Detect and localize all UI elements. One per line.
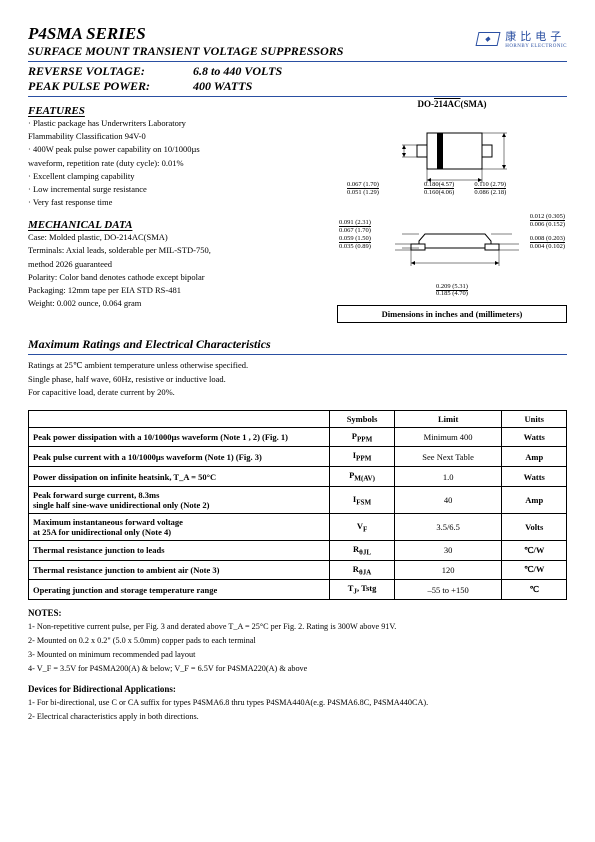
device-item: 2- Electrical characteristics apply in b…: [28, 710, 567, 724]
feature-item: Excellent clamping capability: [28, 170, 298, 183]
unit-cell: Watts: [502, 427, 567, 447]
features-heading: FEATURES: [28, 105, 298, 117]
symbol-cell: IFSM: [330, 486, 395, 513]
unit-cell: Volts: [502, 513, 567, 540]
dim-text: 0.006 (0.152): [530, 221, 565, 228]
brand-name-cn: 康比电子: [505, 28, 567, 44]
dim-text: 0.185 (4.70): [436, 290, 468, 297]
col-units: Units: [502, 410, 567, 427]
unit-cell: ℃/W: [502, 560, 567, 580]
peak-power-label: PEAK PULSE POWER:: [28, 79, 193, 94]
dim-text: 0.012 (0.305): [530, 213, 565, 221]
dim-text: 0.059 (1.50): [339, 235, 371, 243]
dim-text: 0.008 (0.203): [530, 235, 565, 243]
dim-text: 0.067 (1.70): [339, 227, 371, 234]
limit-cell: See Next Table: [394, 447, 502, 467]
limit-cell: 120: [394, 560, 502, 580]
peak-power-value: 400 WATTS: [193, 79, 252, 94]
mechanical-line: Terminals: Axial leads, solderable per M…: [28, 244, 298, 257]
brand-logo: ◆ 康比电子 HORNBY ELECTRONIC: [477, 28, 567, 49]
dim-text: 0.004 (0.102): [530, 243, 565, 250]
feature-item: 400W peak pulse power capability on 10/1…: [28, 143, 298, 156]
logo-mark: ◆: [476, 32, 501, 46]
ratings-note: Single phase, half wave, 60Hz, resistive…: [28, 373, 567, 387]
feature-item: Plastic package has Underwriters Laborat…: [28, 117, 298, 130]
symbol-cell: RθJA: [330, 560, 395, 580]
dim-text: 0.180(4.57): [424, 181, 454, 189]
limit-cell: –55 to +150: [394, 580, 502, 600]
symbol-cell: VF: [330, 513, 395, 540]
param-cell: Operating junction and storage temperatu…: [29, 580, 330, 600]
reverse-voltage-label: REVERSE VOLTAGE:: [28, 64, 193, 79]
mechanical-line: method 2026 guaranteed: [28, 258, 298, 271]
note-item: 1- Non-repetitive current pulse, per Fig…: [28, 620, 567, 634]
divider: [28, 354, 567, 355]
dim-text: 0.110 (2.79): [474, 181, 506, 189]
limit-cell: Minimum 400: [394, 427, 502, 447]
features-list: Plastic package has Underwriters Laborat…: [28, 117, 298, 209]
limit-cell: 30: [394, 540, 502, 560]
ratings-note: Ratings at 25℃ ambient temperature unles…: [28, 359, 567, 373]
param-cell: Peak pulse current with a 10/1000µs wave…: [29, 447, 330, 467]
param-cell: Power dissipation on infinite heatsink, …: [29, 467, 330, 487]
unit-cell: Amp: [502, 447, 567, 467]
ratings-note: For capacitive load, derate current by 2…: [28, 386, 567, 400]
dim-text: 0.035 (0.89): [339, 243, 371, 250]
reverse-voltage-value: 6.8 to 440 VOLTS: [193, 64, 282, 79]
note-item: 2- Mounted on 0.2 x 0.2" (5.0 x 5.0mm) c…: [28, 634, 567, 648]
note-item: 3- Mounted on minimum recommended pad la…: [28, 648, 567, 662]
col-limit: Limit: [394, 410, 502, 427]
ratings-table: Symbols Limit Units Peak power dissipati…: [28, 410, 567, 600]
package-title: DO-214AC(SMA): [337, 99, 567, 109]
unit-cell: Amp: [502, 486, 567, 513]
dim-text: 0.051 (1.29): [347, 189, 379, 196]
dim-text: 0.091 (2.31): [339, 219, 371, 227]
mechanical-line: Case: Molded plastic, DO-214AC(SMA): [28, 231, 298, 244]
param-cell: Thermal resistance junction to leads: [29, 540, 330, 560]
feature-item: Flammability Classification 94V-0: [28, 130, 298, 143]
unit-cell: Watts: [502, 467, 567, 487]
unit-cell: ℃: [502, 580, 567, 600]
mechanical-heading: MECHANICAL DATA: [28, 219, 298, 231]
devices-list: 1- For bi-directional, use C or CA suffi…: [28, 696, 567, 724]
param-cell: Thermal resistance junction to ambient a…: [29, 560, 330, 580]
devices-heading: Devices for Bidirectional Applications:: [28, 684, 567, 694]
dim-text: 0.086 (2.18): [474, 189, 506, 196]
notes-list: 1- Non-repetitive current pulse, per Fig…: [28, 620, 567, 676]
symbol-cell: TJ, Tstg: [330, 580, 395, 600]
feature-item: Very fast response time: [28, 196, 298, 209]
mechanical-line: Packaging: 12mm tape per EIA STD RS-481: [28, 284, 298, 297]
note-item: 4- V_F = 3.5V for P4SMA200(A) & below; V…: [28, 662, 567, 676]
symbol-cell: PPPM: [330, 427, 395, 447]
feature-item: waveform, repetition rate (duty cycle): …: [28, 157, 298, 170]
limit-cell: 3.5/6.5: [394, 513, 502, 540]
param-cell: Peak forward surge current, 8.3mssingle …: [29, 486, 330, 513]
limit-cell: 1.0: [394, 467, 502, 487]
mechanical-data: Case: Molded plastic, DO-214AC(SMA) Term…: [28, 231, 298, 310]
mechanical-line: Weight: 0.002 ounce, 0.064 gram: [28, 297, 298, 310]
dimensions-note: Dimensions in inches and (millimeters): [337, 305, 567, 323]
limit-cell: 40: [394, 486, 502, 513]
divider: [28, 61, 567, 62]
brand-name-en: HORNBY ELECTRONIC: [505, 44, 567, 49]
param-cell: Peak power dissipation with a 10/1000µs …: [29, 427, 330, 447]
symbol-cell: PM(AV): [330, 467, 395, 487]
divider: [28, 96, 567, 97]
mechanical-line: Polarity: Color band denotes cathode exc…: [28, 271, 298, 284]
dim-text: 0.160(4.06): [424, 189, 454, 196]
col-symbols: Symbols: [330, 410, 395, 427]
unit-cell: ℃/W: [502, 540, 567, 560]
dim-text: 0.067 (1.70): [347, 181, 379, 189]
feature-item: Low incremental surge resistance: [28, 183, 298, 196]
notes-heading: NOTES:: [28, 608, 567, 618]
max-ratings-heading: Maximum Ratings and Electrical Character…: [28, 337, 567, 352]
symbol-cell: RθJL: [330, 540, 395, 560]
device-item: 1- For bi-directional, use C or CA suffi…: [28, 696, 567, 710]
symbol-cell: IPPM: [330, 447, 395, 467]
param-cell: Maximum instantaneous forward voltageat …: [29, 513, 330, 540]
